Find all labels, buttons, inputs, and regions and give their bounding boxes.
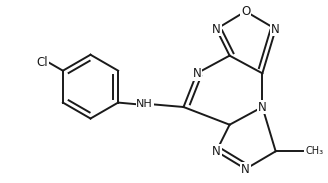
Text: NH: NH — [136, 99, 153, 109]
Text: N: N — [212, 23, 221, 36]
Text: N: N — [271, 23, 280, 36]
Text: N: N — [241, 163, 250, 175]
Text: CH₃: CH₃ — [306, 146, 324, 156]
Text: Cl: Cl — [36, 56, 48, 69]
Text: N: N — [212, 145, 221, 158]
Text: O: O — [241, 5, 250, 18]
Text: N: N — [258, 100, 267, 113]
Text: N: N — [193, 67, 201, 80]
